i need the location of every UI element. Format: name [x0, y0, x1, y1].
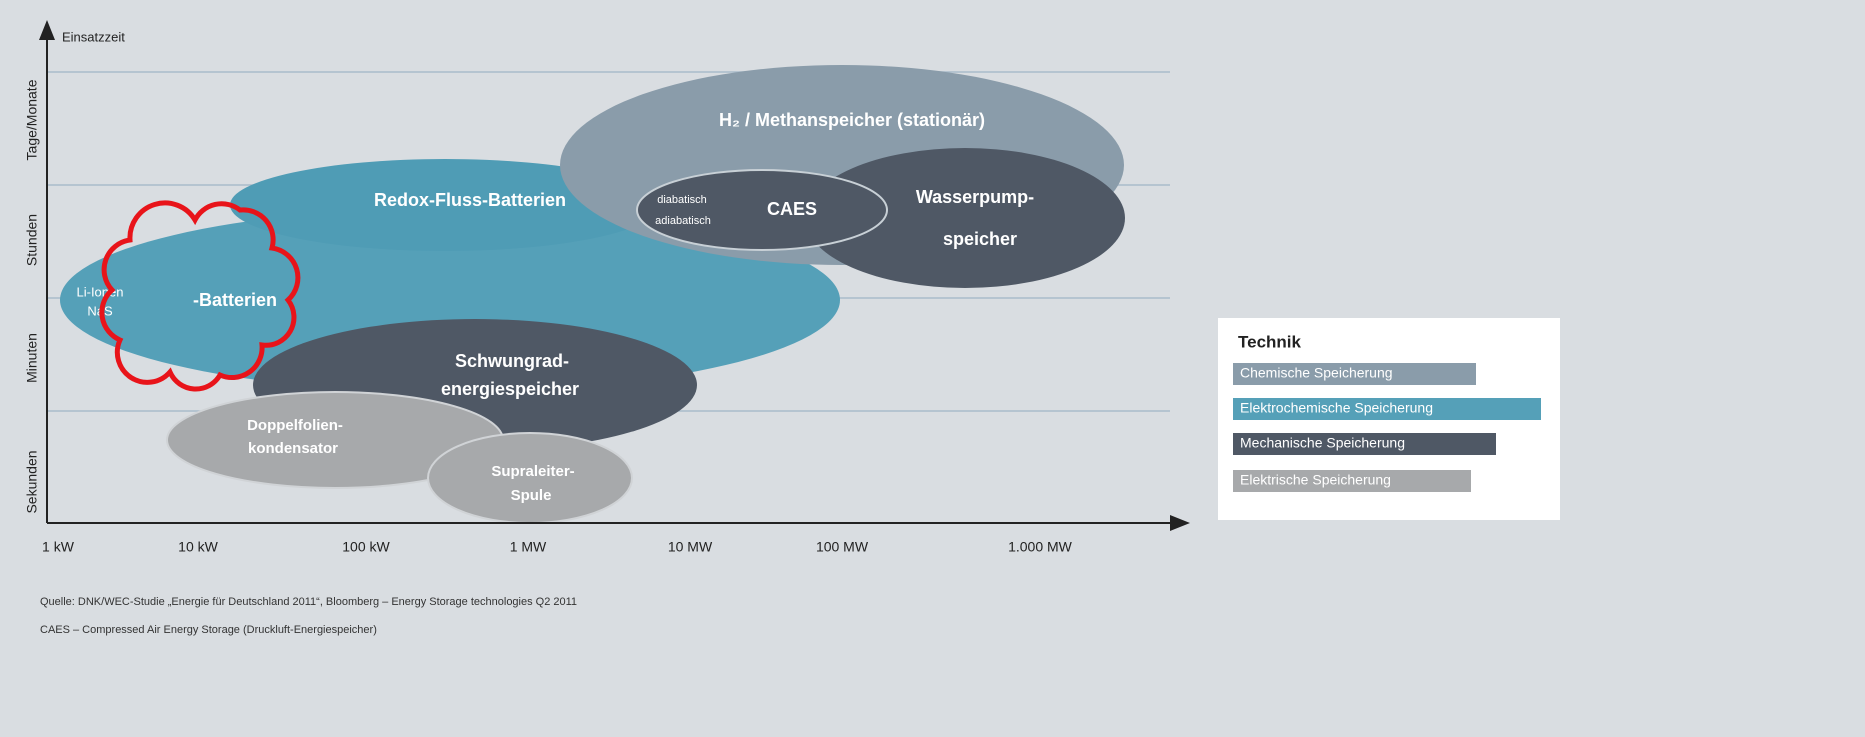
y-category: Minuten: [24, 333, 40, 383]
legend: Technik Chemische Speicherung Elektroche…: [1218, 318, 1560, 520]
legend-swatch: [1233, 363, 1476, 385]
node-label: energiespeicher: [441, 379, 579, 399]
y-category: Stunden: [24, 214, 40, 266]
node-label: H₂ / Methanspeicher (stationär): [719, 110, 985, 130]
x-tick-label: 1.000 MW: [1008, 539, 1073, 555]
node-label: CAES: [767, 199, 817, 219]
legend-swatch: [1233, 470, 1471, 492]
footer-source: Quelle: DNK/WEC-Studie „Energie für Deut…: [40, 596, 577, 608]
node-label: Schwungrad-: [455, 351, 569, 371]
legend-item: Mechanische Speicherung: [1240, 435, 1405, 451]
x-tick-label: 10 kW: [178, 539, 218, 555]
node-label: diabatisch: [657, 194, 707, 206]
node-label: Supraleiter-: [491, 463, 574, 480]
footer-note: CAES – Compressed Air Energy Storage (Dr…: [40, 624, 377, 636]
legend-item: Elektrische Speicherung: [1240, 472, 1391, 488]
legend-item: Chemische Speicherung: [1240, 365, 1393, 381]
legend-item: Elektrochemische Speicherung: [1240, 400, 1433, 416]
caes-ellipse: [636, 169, 888, 251]
node-label: Redox-Fluss-Batterien: [374, 190, 566, 210]
node-label: adiabatisch: [655, 215, 711, 227]
pump-ellipse: [805, 148, 1125, 288]
node-label: speicher: [943, 229, 1017, 249]
node-label: -Batterien: [193, 290, 277, 310]
node-label: Spule: [511, 487, 552, 504]
y-axis-label: Einsatzzeit: [62, 29, 125, 44]
x-tick-label: 1 kW: [42, 539, 75, 555]
x-tick-label: 10 MW: [668, 539, 713, 555]
node-label: kondensator: [248, 440, 338, 457]
x-tick-label: 1 MW: [510, 539, 547, 555]
y-category: Sekunden: [24, 450, 40, 513]
x-tick-label: 100 MW: [816, 539, 869, 555]
redox-ellipse: [230, 159, 660, 251]
x-tick-label: 100 kW: [342, 539, 390, 555]
annotation-cloud: [99, 200, 301, 392]
y-category: Tage/Monate: [24, 79, 40, 160]
legend-swatch: [1233, 398, 1541, 420]
legend-swatch: [1233, 433, 1496, 455]
node-label: Doppelfolien-: [247, 417, 343, 434]
node-label: Wasserpump-: [916, 187, 1034, 207]
node-label: Li-Ionen: [77, 284, 124, 299]
legend-title: Technik: [1238, 332, 1302, 351]
